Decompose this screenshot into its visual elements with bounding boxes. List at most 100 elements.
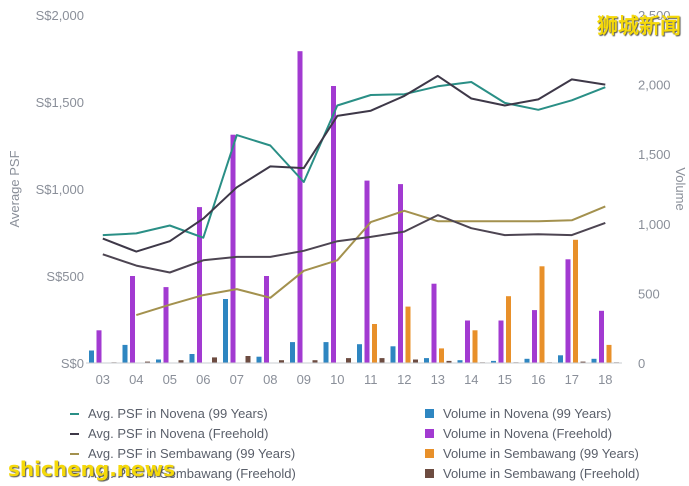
bar-4-17: [580, 361, 586, 363]
legend-swatch: [425, 429, 434, 438]
x-tick-label: 06: [196, 372, 210, 387]
x-tick-label: 17: [565, 372, 579, 387]
legend-swatch: [70, 452, 79, 455]
bar-4-08: [279, 360, 284, 363]
y2-tick-label: 1,000: [638, 217, 671, 232]
legend-swatch: [70, 412, 79, 415]
bar-3-18: [606, 344, 612, 363]
lines-layer: [102, 74, 606, 317]
line-series-2: [102, 74, 606, 253]
bar-2-03: [96, 330, 102, 363]
legend-item: Volume in Novena (99 Years): [425, 404, 670, 423]
legend-item: Avg. PSF in Novena (Freehold): [70, 424, 425, 443]
bar-2-14: [465, 320, 470, 363]
bar-2-08: [264, 276, 269, 363]
bar-2-07: [230, 134, 236, 363]
bar-1-18: [591, 358, 597, 363]
legend-label: Volume in Novena (Freehold): [443, 426, 613, 441]
y-tick-label: S$1,500: [36, 95, 84, 110]
bar-3-17: [573, 239, 578, 363]
bar-2-10: [331, 86, 336, 363]
x-tick-label: 07: [230, 372, 244, 387]
legend-item: Volume in Sembawang (Freehold): [425, 464, 670, 483]
bar-2-13: [431, 283, 437, 363]
legend-label: Avg. PSF in Novena (Freehold): [88, 426, 269, 441]
bar-4-05: [178, 360, 184, 363]
bar-4-11: [379, 358, 385, 363]
bar-1-13: [424, 358, 429, 363]
bar-4-07: [245, 356, 251, 363]
bar-3-13: [439, 348, 444, 363]
x-tick-label: 18: [598, 372, 612, 387]
legend-item: Avg. PSF in Novena (99 Years): [70, 404, 425, 423]
bar-2-17: [565, 259, 571, 363]
bar-4-10: [346, 358, 351, 363]
line-series-1: [102, 81, 606, 239]
bar-3-15: [506, 296, 511, 363]
legend-label: Volume in Novena (99 Years): [443, 406, 612, 421]
bar-1-14: [457, 360, 463, 363]
x-tick-label: 08: [263, 372, 277, 387]
y2-tick-label: 2,500: [638, 8, 671, 23]
bar-1-09: [290, 342, 295, 363]
bar-4-13: [446, 360, 452, 363]
x-tick-label: 05: [163, 372, 177, 387]
bar-4-04: [145, 361, 150, 363]
bar-1-15: [491, 360, 496, 363]
x-tick-label: 03: [96, 372, 110, 387]
chart: 03 04 05 06 07 08 09 10 11 12 13 14 15 16 17 18 S$0 S$500…: [7, 8, 688, 387]
y2-tick-label: 0: [638, 356, 645, 371]
y-tick-label: S$2,000: [36, 8, 84, 23]
watermark-bottom-left: shicheng.news: [8, 457, 175, 481]
bar-2-06: [197, 207, 202, 363]
legend-swatch: [425, 469, 434, 478]
legend-item: Avg. PSF in Sembawang (99 Years): [70, 444, 425, 463]
bar-2-11: [364, 180, 370, 363]
y2-tick-label: 1,500: [638, 147, 671, 162]
x-tick-label: 16: [531, 372, 545, 387]
bar-2-16: [532, 310, 537, 363]
legend-swatch: [70, 432, 79, 435]
y2-tick-label: 500: [638, 286, 660, 301]
bar-2-12: [398, 184, 403, 363]
y-axis-title: Average PSF: [7, 150, 22, 227]
legend-item: Volume in Novena (Freehold): [425, 424, 670, 443]
legend-label: Volume in Sembawang (99 Years): [443, 446, 639, 461]
y-tick-label: S$0: [61, 356, 84, 371]
bar-4-09: [312, 360, 318, 363]
legend-label: Avg. PSF in Novena (99 Years): [88, 406, 268, 421]
x-tick-label: 10: [330, 372, 344, 387]
bar-2-15: [498, 320, 504, 363]
ticks-layer: 03 04 05 06 07 08 09 10 11 12 13 14 15 16 17 18 S$0 S$500…: [36, 8, 671, 387]
y2-tick-label: 2,000: [638, 78, 671, 93]
bar-3-14: [472, 330, 478, 363]
x-tick-label: 04: [129, 372, 143, 387]
line-series-4: [102, 214, 606, 274]
legend-label: Avg. PSF in Sembawang (Freehold): [88, 466, 296, 481]
x-tick-label: 15: [498, 372, 512, 387]
legend-swatch: [425, 409, 434, 418]
bar-2-09: [297, 51, 303, 363]
bar-1-10: [323, 342, 329, 363]
bar-1-08: [256, 356, 262, 363]
bar-2-04: [130, 276, 135, 363]
bar-1-05: [156, 359, 161, 363]
bars-layer: [89, 51, 619, 363]
bar-4-12: [413, 359, 418, 363]
bar-3-11: [372, 324, 377, 363]
legend-swatch: [425, 449, 434, 458]
x-tick-label: 12: [397, 372, 411, 387]
legend-label: Volume in Sembawang (Freehold): [443, 466, 640, 481]
y-tick-label: S$500: [46, 269, 84, 284]
x-tick-label: 11: [364, 372, 378, 387]
bar-3-12: [405, 306, 411, 363]
bar-2-18: [599, 310, 604, 363]
legend-label: Avg. PSF in Sembawang (99 Years): [88, 446, 296, 461]
bar-1-12: [390, 346, 396, 363]
legend: Avg. PSF in Novena (99 Years) Volume in N…: [70, 404, 670, 483]
bar-1-17: [558, 355, 563, 363]
x-tick-label: 14: [464, 372, 478, 387]
legend-swatch: [70, 472, 79, 475]
bar-1-07: [223, 299, 228, 363]
bar-1-16: [524, 358, 530, 363]
